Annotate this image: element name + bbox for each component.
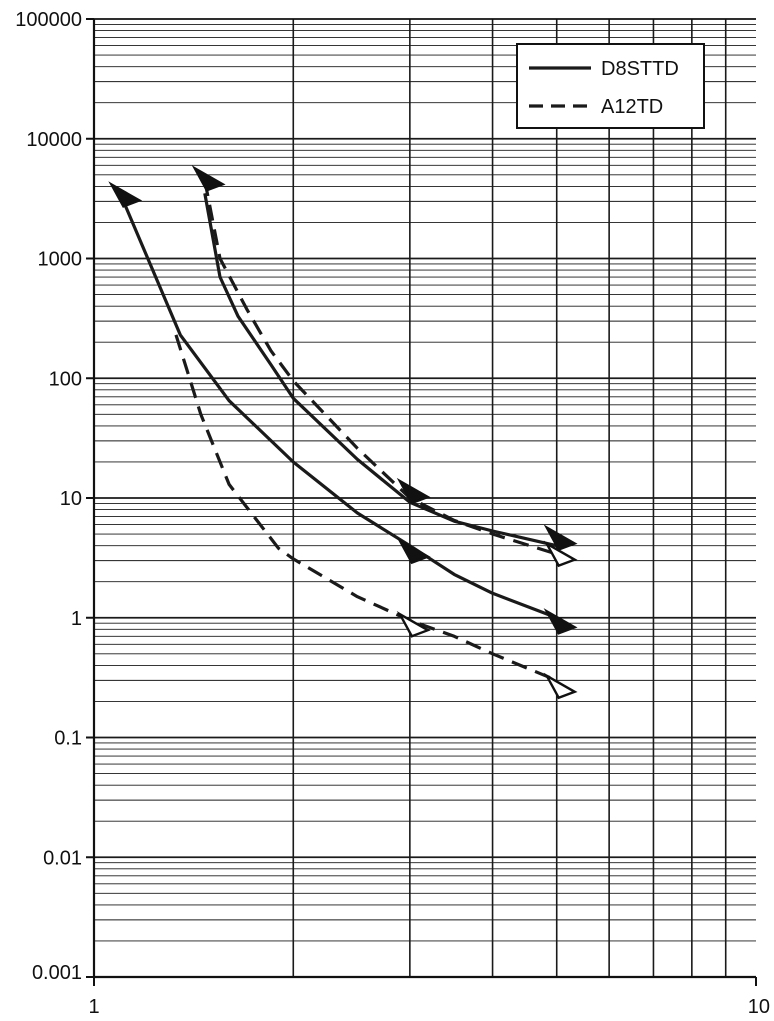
y-tick-label: 0.001 xyxy=(32,962,82,984)
marker-filled xyxy=(191,165,226,192)
legend: D8STTD A12TD xyxy=(516,43,705,129)
axis: 100000 10000 1000 100 10 1 0.1 0.01 0.001 1 10 xyxy=(15,9,770,1018)
y-tick-label: 1 xyxy=(71,608,82,630)
y-tick-label: 100 xyxy=(49,368,82,390)
marker-filled xyxy=(543,608,578,635)
x-tick-label: 10 xyxy=(748,996,770,1018)
x-tick-label: 1 xyxy=(88,996,99,1018)
marker-filled xyxy=(543,524,578,552)
marker-open xyxy=(543,672,578,700)
curves xyxy=(119,179,558,682)
series-line-a12td-2 xyxy=(203,179,558,556)
y-tick-label: 10 xyxy=(60,488,82,510)
series-line-a12td-1 xyxy=(174,334,558,682)
markers xyxy=(108,165,578,700)
marker-filled xyxy=(108,181,143,208)
legend-box xyxy=(516,43,705,129)
legend-label: D8STTD xyxy=(601,58,679,80)
y-tick-label: 0.01 xyxy=(43,847,82,869)
series-line-d8sttd-1 xyxy=(119,195,558,620)
y-tick-label: 1000 xyxy=(38,249,83,271)
marker-open xyxy=(396,611,431,638)
y-tick-label: 10000 xyxy=(26,129,82,151)
y-tick-label: 0.1 xyxy=(54,728,82,750)
marker-filled xyxy=(396,477,431,505)
marker-filled xyxy=(396,537,431,565)
marker-open xyxy=(543,540,578,568)
legend-label: A12TD xyxy=(601,96,663,118)
y-tick-label: 100000 xyxy=(15,9,82,31)
